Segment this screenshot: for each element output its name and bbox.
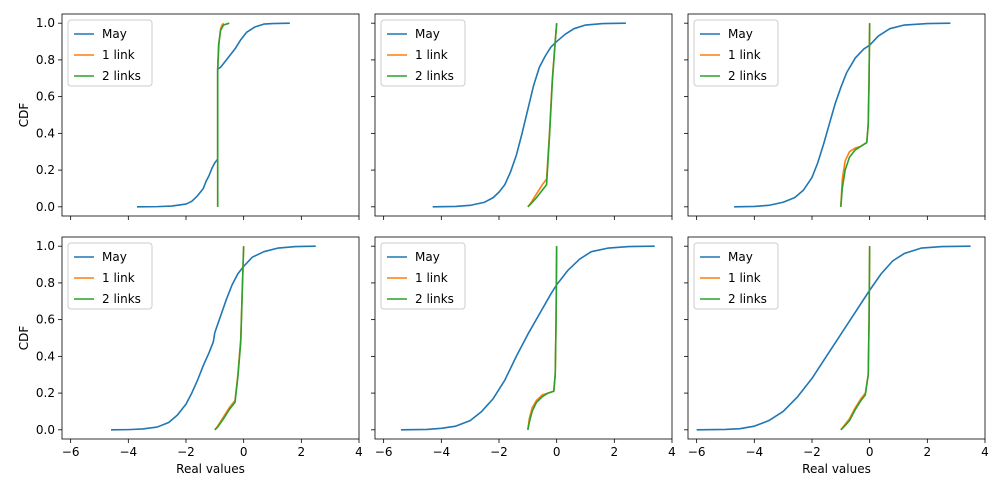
axes-frame — [687, 13, 986, 217]
panel-2-1: −6 −4 −2 0 2 4 0.0 0.2 0.4 0.6 0.8 1.0 CDF Real value… — [17, 236, 363, 476]
legend-entry: May — [102, 250, 127, 264]
series-line-may — [400, 245, 655, 431]
y-tick-label: 0.6 — [36, 90, 55, 104]
x-tick-label: 2 — [924, 445, 932, 459]
legend: May 1 link 2 links — [67, 242, 153, 310]
x-tick-label: −4 — [432, 445, 450, 459]
y-tick-label: 0.4 — [36, 349, 55, 363]
legend-entry: 1 link — [102, 271, 135, 285]
x-tick-label: 4 — [668, 445, 676, 459]
y-tick-label: 1.0 — [36, 239, 55, 253]
panel-2-3: −6 −4 −2 0 2 4 Real values May 1 link 2 links — [684, 236, 989, 476]
series-line-2-links — [840, 23, 871, 207]
panel-1-2: May 1 link 2 links — [371, 13, 673, 220]
axes-frame — [374, 13, 673, 217]
legend-entry: 2 links — [728, 292, 767, 306]
series-line-1-link — [214, 246, 245, 431]
legend-box — [380, 19, 466, 87]
y-tick-label: 0.0 — [36, 423, 55, 437]
x-tick-label: 0 — [240, 445, 248, 459]
y-tick-label: 0.6 — [36, 313, 55, 327]
series-line-2-links — [527, 246, 558, 430]
y-axis-label: CDF — [17, 103, 31, 128]
legend: May 1 link 2 links — [380, 19, 466, 87]
legend-box — [693, 19, 779, 87]
series-line-1-link — [840, 246, 871, 431]
y-axis-label: CDF — [17, 326, 31, 351]
legend-box — [380, 242, 466, 310]
series-line-2-links — [216, 22, 230, 207]
series-line-may — [696, 245, 971, 431]
legend-entry: 1 link — [415, 48, 448, 62]
legend: May 1 link 2 links — [693, 19, 779, 87]
y-tick-label: 0.8 — [36, 276, 55, 290]
legend-entry: 1 link — [728, 271, 761, 285]
y-tick-label: 0.2 — [36, 386, 55, 400]
series-line-1-link — [840, 23, 871, 207]
legend-entry: May — [102, 27, 127, 41]
x-tick-label: −2 — [803, 445, 821, 459]
series-line-may — [136, 22, 290, 208]
legend-box — [67, 242, 153, 310]
series-line-may — [432, 22, 626, 208]
legend-entry: May — [415, 250, 440, 264]
legend-entry: 1 link — [102, 48, 135, 62]
series-line-2-links — [214, 246, 245, 431]
legend: May 1 link 2 links — [380, 242, 466, 310]
axes-frame — [687, 236, 986, 440]
x-tick-label: −6 — [375, 445, 393, 459]
legend-entry: 2 links — [102, 292, 141, 306]
legend: May 1 link 2 links — [693, 242, 779, 310]
panel-2-2: −6 −4 −2 0 2 4 May 1 link 2 links — [371, 236, 676, 459]
series-line-may — [111, 245, 316, 431]
legend-entry: 1 link — [415, 271, 448, 285]
series-line-1-link — [527, 23, 558, 208]
x-tick-label: 4 — [981, 445, 989, 459]
x-axis-label: Real values — [802, 462, 871, 476]
legend-entry: 2 links — [415, 292, 454, 306]
x-tick-label: 0 — [866, 445, 874, 459]
panel-1-3: May 1 link 2 links — [684, 13, 986, 220]
panel-1-1: 0.0 0.2 0.4 0.6 0.8 1.0 CDF May 1 link 2 links — [17, 13, 360, 220]
legend-entry: May — [728, 27, 753, 41]
legend-entry: 2 links — [728, 69, 767, 83]
series-line-2-links — [527, 23, 558, 208]
y-tick-label: 0.4 — [36, 126, 55, 140]
legend: May 1 link 2 links — [67, 19, 153, 87]
x-tick-label: −6 — [62, 445, 80, 459]
x-tick-label: 4 — [355, 445, 363, 459]
legend-entry: May — [415, 27, 440, 41]
y-tick-label: 1.0 — [36, 16, 55, 30]
legend-box — [67, 19, 153, 87]
legend-entry: 2 links — [415, 69, 454, 83]
axes-frame — [61, 13, 360, 217]
axes-frame — [374, 236, 673, 440]
x-axis-label: Real values — [176, 462, 245, 476]
legend-entry: 1 link — [728, 48, 761, 62]
x-tick-label: −4 — [745, 445, 763, 459]
y-tick-label: 0.2 — [36, 163, 55, 177]
series-line-2-links — [840, 246, 871, 431]
legend-entry: May — [728, 250, 753, 264]
x-tick-label: −2 — [490, 445, 508, 459]
x-tick-label: −6 — [688, 445, 706, 459]
x-tick-label: 2 — [298, 445, 306, 459]
legend-entry: 2 links — [102, 69, 141, 83]
x-tick-label: −2 — [177, 445, 195, 459]
axes-frame — [61, 236, 360, 440]
legend-box — [693, 242, 779, 310]
y-tick-label: 0.8 — [36, 53, 55, 67]
y-tick-label: 0.0 — [36, 200, 55, 214]
x-tick-label: 2 — [611, 445, 619, 459]
series-line-may — [734, 22, 951, 208]
series-line-1-link — [527, 246, 558, 430]
x-tick-label: −4 — [119, 445, 137, 459]
x-tick-label: 0 — [553, 445, 561, 459]
